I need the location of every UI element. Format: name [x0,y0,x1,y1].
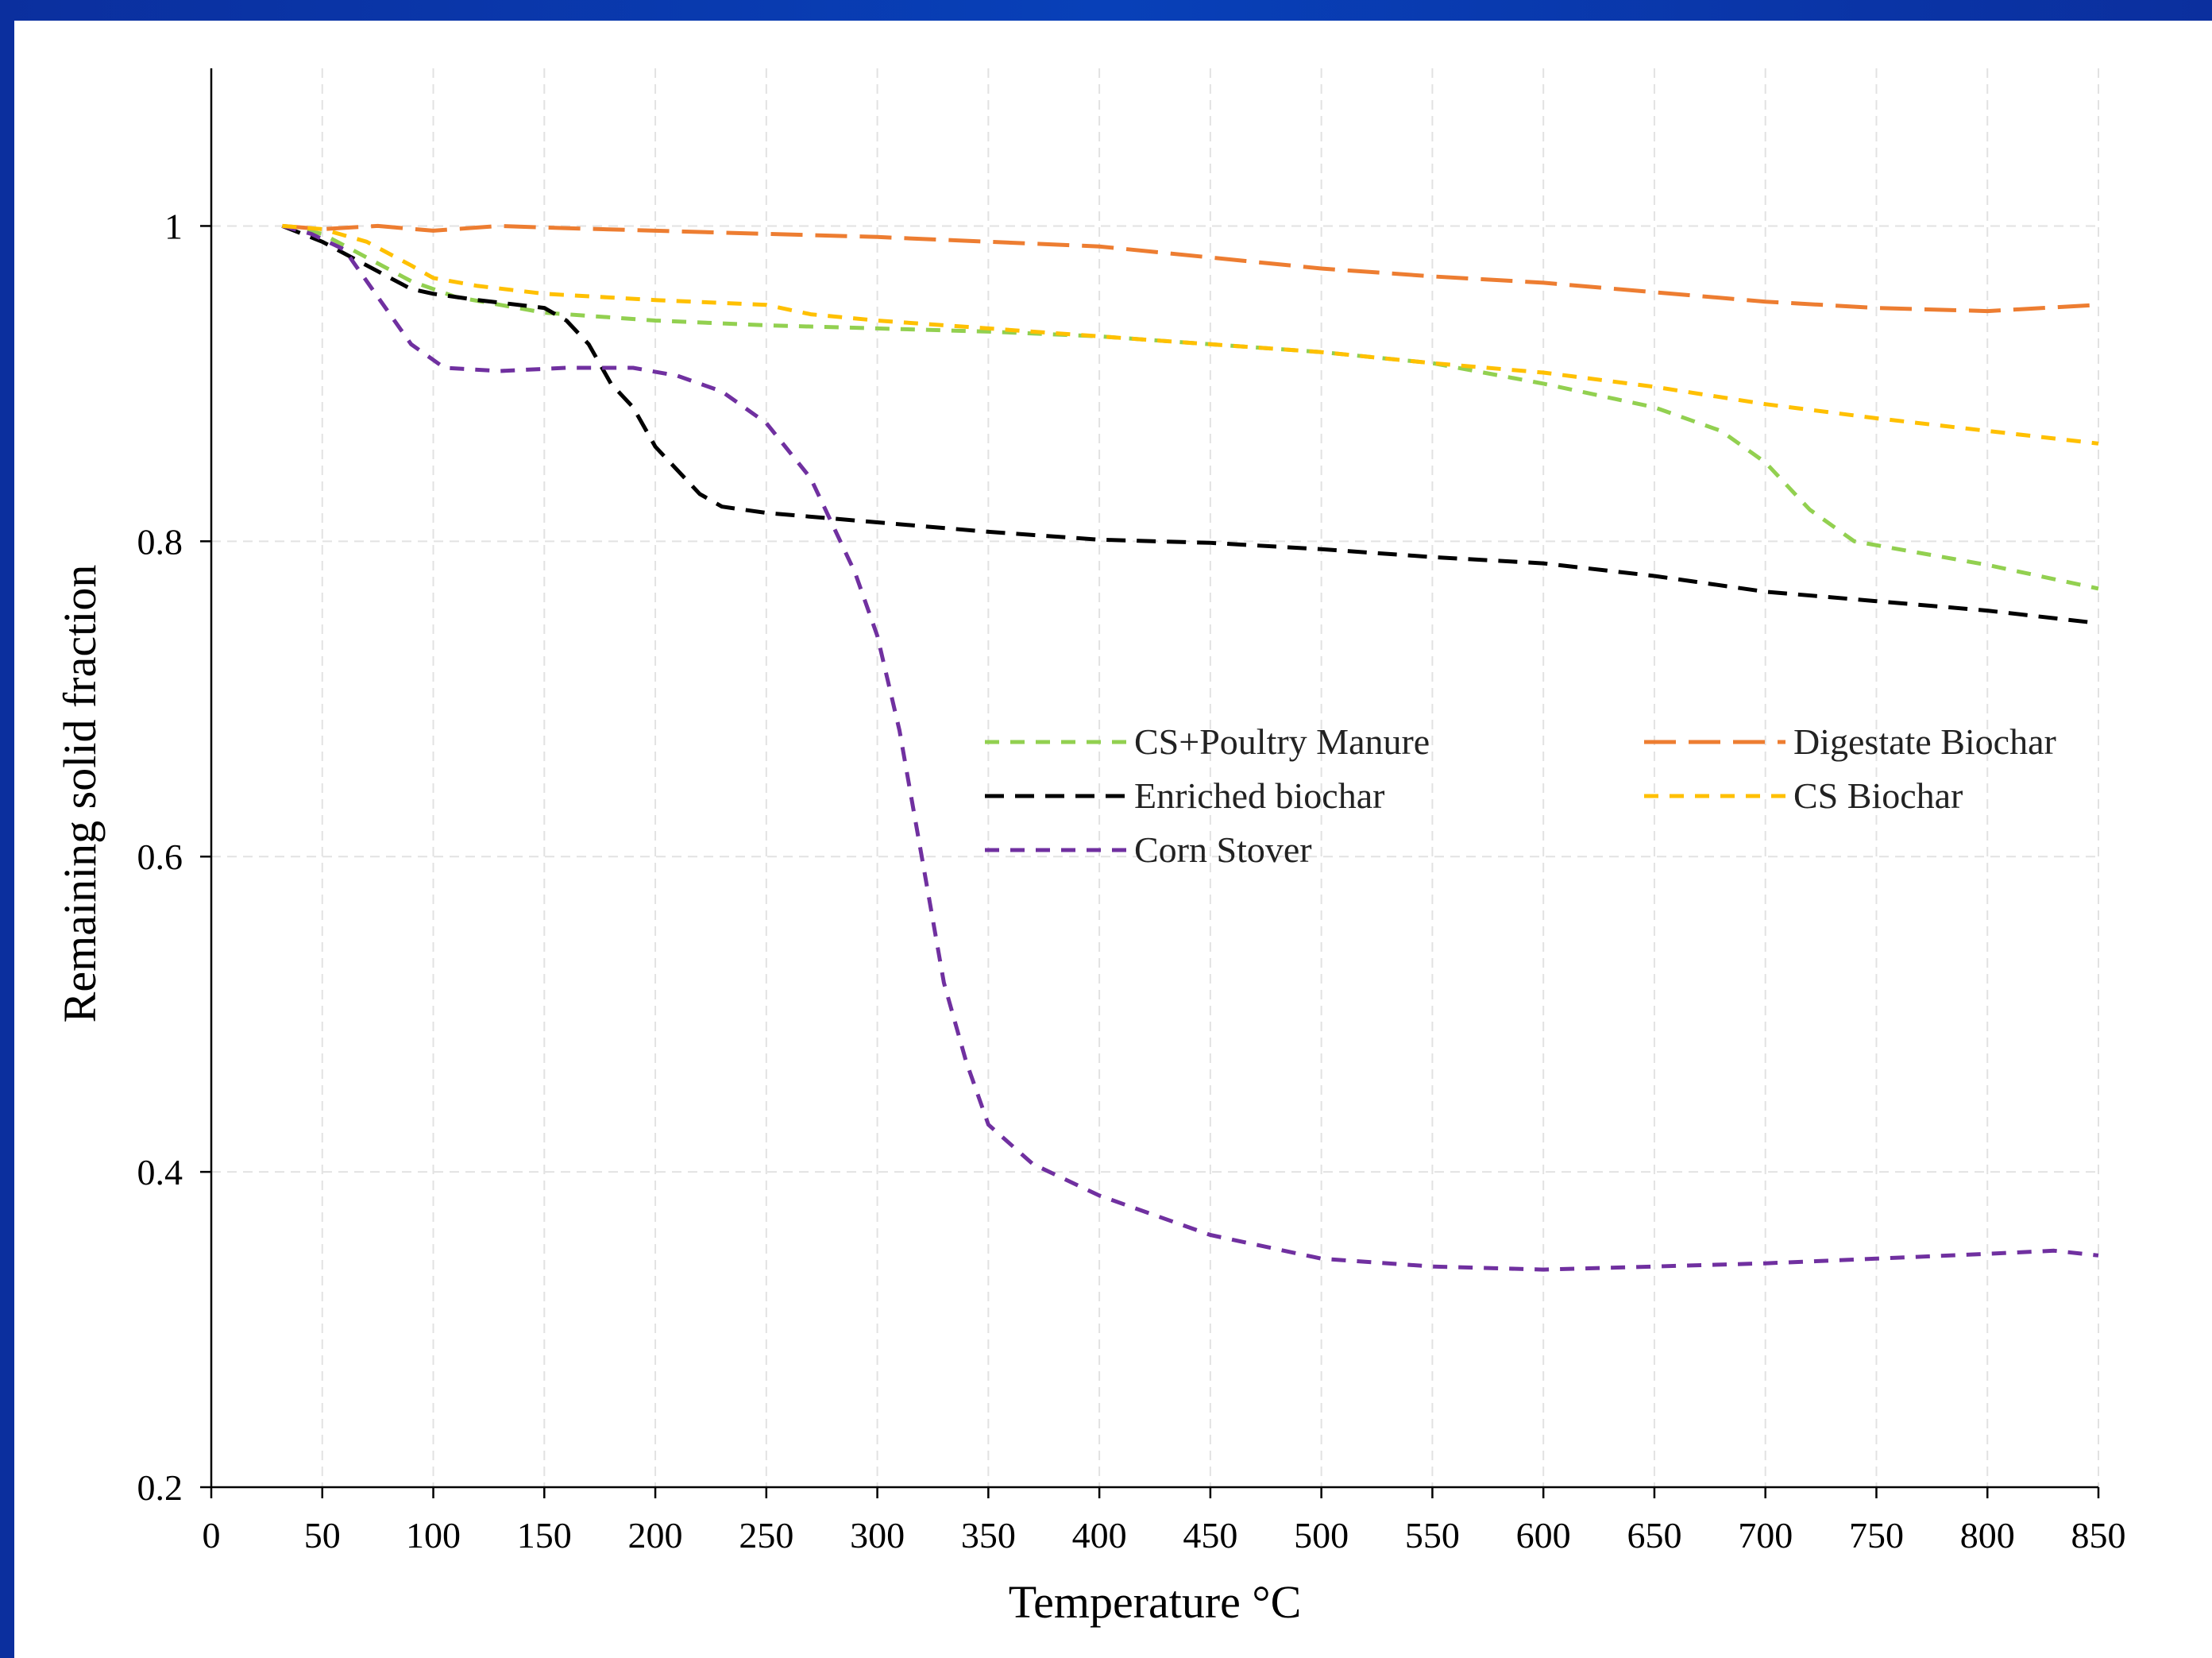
x-axis-title: Temperature °C [1009,1576,1302,1628]
y-axis-title: Remaining solid fraction [54,565,106,1023]
y-tick-label: 0.2 [137,1467,183,1508]
series-lines [281,223,2099,1272]
x-tick-label: 250 [739,1515,793,1556]
slide-background: 0 50 100 150 200 250 300 350 400 450 500 550 600 650 7… [14,21,2212,1658]
x-tick-label: 350 [961,1515,1016,1556]
legend-label-digestate-biochar: Digestate Biochar [1793,721,2056,762]
x-tick-label: 50 [304,1515,341,1556]
y-tick-label: 1 [164,206,183,246]
x-tick-label: 800 [1960,1515,2015,1556]
x-tick-label: 400 [1072,1515,1127,1556]
x-tick-label: 200 [628,1515,683,1556]
x-tick-label: 150 [517,1515,572,1556]
gridlines [211,68,2099,1487]
x-axis-ticks: 0 50 100 150 200 250 300 350 400 450 500 550 600 650 7… [203,1487,2126,1556]
legend-label-cs-poultry-manure: CS+Poultry Manure [1134,721,1430,762]
tga-line-chart: 0 50 100 150 200 250 300 350 400 450 500 550 600 650 7… [54,68,2126,1628]
legend-label-enriched-biochar: Enriched biochar [1134,775,1384,816]
x-tick-label: 100 [406,1515,461,1556]
series-line-digestate-biochar [282,223,2099,314]
x-tick-label: 850 [2071,1515,2126,1556]
x-tick-label: 300 [850,1515,905,1556]
y-tick-label: 0.6 [137,837,183,877]
series-line-cs-poultry-manure [281,223,2099,591]
series-line-corn-stover [281,223,2099,1272]
x-tick-label: 700 [1738,1515,1793,1556]
x-tick-label: 550 [1405,1515,1460,1556]
x-tick-label: 650 [1627,1515,1681,1556]
legend-label-corn-stover: Corn Stover [1134,829,1312,870]
legend-label-cs-biochar: CS Biochar [1793,775,1963,816]
y-tick-label: 0.8 [137,521,183,562]
axes [210,68,2098,1489]
y-tick-label: 0.4 [137,1152,183,1192]
x-tick-label: 450 [1183,1515,1237,1556]
y-axis-ticks: 0.2 0.4 0.6 0.8 1 [137,206,211,1508]
x-tick-label: 750 [1849,1515,1904,1556]
x-tick-label: 500 [1294,1515,1349,1556]
series-line-cs-biochar [282,223,2099,446]
series-line-enriched-biochar [281,224,2099,625]
x-tick-label: 600 [1516,1515,1571,1556]
legend: CS+Poultry Manure Enriched biochar Corn … [985,721,2056,870]
x-tick-label: 0 [203,1515,221,1556]
